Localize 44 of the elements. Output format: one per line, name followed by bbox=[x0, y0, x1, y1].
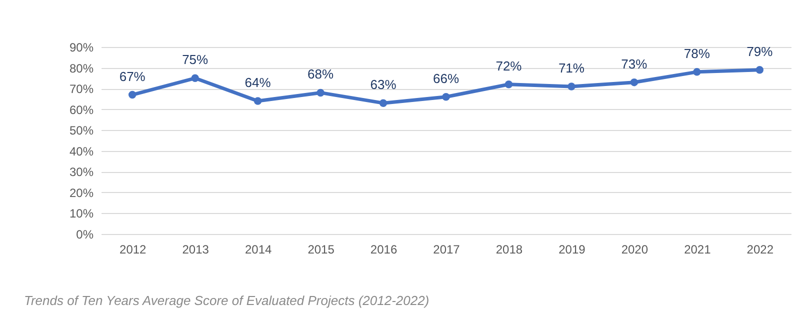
point bbox=[254, 97, 262, 105]
point bbox=[316, 88, 324, 97]
y-tick-label: 80% bbox=[69, 61, 94, 76]
x-tick-label: 2020 bbox=[621, 242, 648, 256]
x-tick-label: 2012 bbox=[120, 242, 147, 256]
y-tick-label: 70% bbox=[69, 82, 94, 96]
point bbox=[504, 80, 513, 88]
point bbox=[756, 66, 764, 74]
data-label: 66% bbox=[432, 70, 460, 86]
x-tick-label: 2016 bbox=[370, 242, 398, 256]
x-tick-label: 2013 bbox=[182, 242, 210, 256]
point bbox=[693, 68, 701, 76]
x-tick-label: 2019 bbox=[558, 242, 586, 256]
y-tick-label: 60% bbox=[69, 102, 94, 117]
x-tick-label: 2017 bbox=[433, 242, 460, 256]
x-tick-label: 2022 bbox=[746, 242, 774, 256]
y-tick-label: 30% bbox=[69, 165, 94, 180]
y-tick-label: 50% bbox=[69, 124, 94, 138]
y-tick-label: 0% bbox=[76, 228, 94, 242]
x-tick-label: 2014 bbox=[244, 242, 272, 256]
point bbox=[630, 78, 638, 86]
y-tick-label: 20% bbox=[69, 186, 94, 200]
point bbox=[442, 93, 450, 101]
data-label: 64% bbox=[244, 75, 272, 90]
data-label: 71% bbox=[558, 60, 585, 76]
y-tick-label: 40% bbox=[69, 144, 94, 158]
x-tick-label: 2021 bbox=[684, 242, 712, 256]
x-tick-label: 2015 bbox=[308, 242, 335, 256]
data-label: 79% bbox=[746, 44, 774, 59]
data-label: 75% bbox=[182, 52, 209, 68]
data-label: 72% bbox=[496, 58, 522, 74]
data-label: 63% bbox=[370, 77, 397, 92]
data-label: 78% bbox=[684, 46, 710, 61]
y-tick-label: 90% bbox=[69, 40, 94, 54]
x-tick-label: 2018 bbox=[496, 242, 523, 256]
text: Trends of Ten Years Average Score of Evaluated Projects (2012-2022) bbox=[24, 293, 430, 308]
data-label: 73% bbox=[621, 56, 648, 72]
y-tick-label: 10% bbox=[69, 206, 94, 221]
point bbox=[128, 90, 136, 99]
point bbox=[568, 82, 576, 90]
data-label: 68% bbox=[308, 66, 334, 82]
point bbox=[191, 74, 199, 82]
point bbox=[379, 99, 388, 107]
data-label: 67% bbox=[119, 68, 146, 84]
